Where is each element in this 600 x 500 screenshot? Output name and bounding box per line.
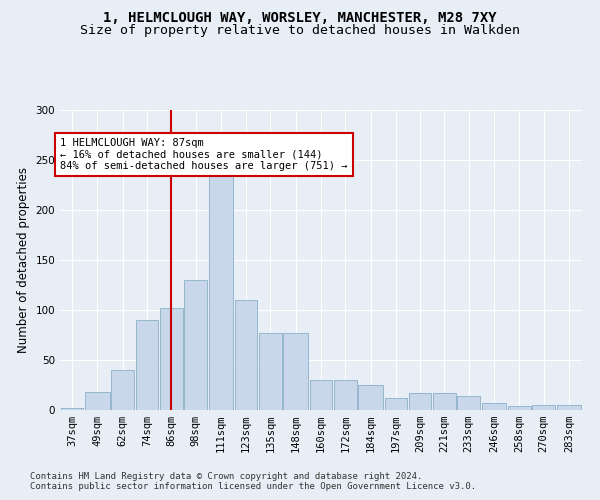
Bar (457, 396, 480, 410)
Bar (358, 385, 383, 410)
Bar (85, 392, 110, 410)
Bar (112, 370, 134, 410)
Bar (433, 393, 456, 410)
Bar (283, 333, 308, 410)
Bar (385, 398, 407, 410)
Bar (409, 393, 431, 410)
Bar (482, 403, 506, 410)
Text: Contains public sector information licensed under the Open Government Licence v3: Contains public sector information licen… (30, 482, 476, 491)
Bar (259, 333, 282, 410)
Bar (310, 380, 332, 410)
Bar (508, 406, 530, 410)
Bar (61, 408, 83, 410)
Bar (184, 280, 207, 410)
Bar (334, 380, 356, 410)
Bar (532, 405, 555, 410)
Text: Size of property relative to detached houses in Walkden: Size of property relative to detached ho… (80, 24, 520, 37)
Text: Contains HM Land Registry data © Crown copyright and database right 2024.: Contains HM Land Registry data © Crown c… (30, 472, 422, 481)
Y-axis label: Number of detached properties: Number of detached properties (17, 167, 30, 353)
Bar (235, 300, 257, 410)
Text: 1, HELMCLOUGH WAY, WORSLEY, MANCHESTER, M28 7XY: 1, HELMCLOUGH WAY, WORSLEY, MANCHESTER, … (103, 11, 497, 25)
Bar (160, 308, 182, 410)
Bar (136, 320, 158, 410)
Text: 1 HELMCLOUGH WAY: 87sqm
← 16% of detached houses are smaller (144)
84% of semi-d: 1 HELMCLOUGH WAY: 87sqm ← 16% of detache… (60, 138, 347, 171)
Bar (209, 172, 233, 410)
Bar (557, 405, 581, 410)
